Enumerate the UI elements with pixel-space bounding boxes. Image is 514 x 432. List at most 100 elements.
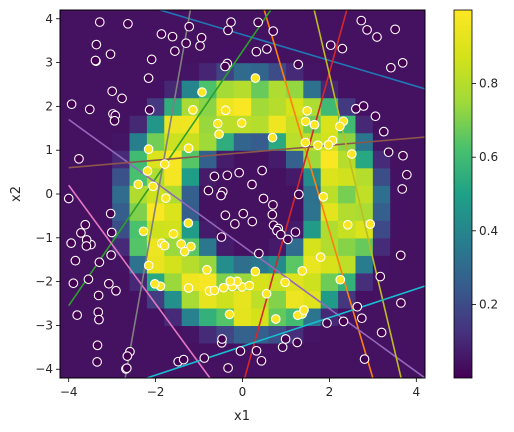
heatmap-cell (164, 62, 183, 81)
heatmap-cell (181, 167, 200, 186)
heatmap-cell (233, 325, 252, 344)
data-point (267, 209, 278, 220)
heatmap-cell (129, 97, 148, 116)
heatmap-cell (268, 80, 287, 99)
heatmap-cell (146, 290, 165, 309)
heatmap-cell (199, 150, 218, 169)
data-point (323, 139, 334, 150)
y-tick-label: 4 (45, 12, 53, 26)
heatmap-cell (268, 115, 287, 134)
data-point (209, 285, 220, 296)
data-point (397, 57, 408, 68)
data-point (83, 274, 94, 285)
heatmap-cell (233, 150, 252, 169)
heatmap-cell (355, 115, 374, 134)
heatmap-cell (372, 202, 391, 221)
heatmap-cell (164, 307, 183, 327)
heatmap-cell (77, 62, 96, 81)
plot-area (60, 10, 425, 378)
data-point (216, 190, 226, 201)
heatmap-cell (407, 290, 425, 309)
heatmap-cell (407, 360, 425, 378)
heatmap-cell (355, 272, 374, 291)
x-tick-label: 2 (326, 385, 334, 399)
heatmap-cell (94, 325, 113, 344)
heatmap-cell (94, 62, 113, 81)
heatmap-cell (338, 10, 357, 29)
heatmap-cell (338, 202, 357, 221)
data-point (356, 313, 367, 324)
heatmap-cell (60, 62, 78, 81)
y-tick-label: −3 (35, 318, 53, 332)
heatmap-cell (268, 290, 287, 309)
data-point (292, 337, 303, 348)
heatmap-cell (303, 290, 322, 309)
heatmap-cell (60, 45, 78, 64)
data-point (214, 129, 224, 140)
heatmap-cell (94, 167, 113, 186)
heatmap-cell (199, 307, 218, 327)
data-point (196, 32, 207, 43)
data-point (184, 21, 195, 32)
heatmap-cell (407, 97, 425, 116)
heatmap-cell (407, 185, 425, 204)
heatmap-cell (320, 360, 339, 378)
data-point (224, 309, 235, 320)
heatmap-cell (251, 80, 270, 99)
heatmap-cell (285, 360, 304, 378)
heatmap-cell (129, 202, 148, 221)
heatmap-cell (146, 342, 165, 362)
heatmap-cell (372, 80, 391, 99)
heatmap-cell (407, 10, 425, 29)
data-point (178, 354, 189, 365)
data-point (84, 104, 95, 115)
data-point (309, 119, 320, 130)
heatmap-cell (251, 360, 270, 378)
heatmap-cell (390, 220, 409, 239)
heatmap-cell (60, 342, 78, 362)
data-point (81, 241, 92, 251)
data-point (170, 46, 180, 56)
heatmap-cell (129, 307, 148, 327)
heatmap-cell (216, 115, 235, 134)
heatmap-cell (320, 237, 339, 256)
colorbar-tick-label: 0.6 (479, 150, 498, 164)
x-tick-label: 4 (412, 385, 420, 399)
data-point (225, 276, 236, 287)
heatmap-cell (112, 167, 131, 186)
heatmap-cell (303, 360, 322, 378)
y-tick-label: 1 (45, 143, 53, 157)
heatmap-cell (407, 132, 425, 151)
y-axis-label: x2 (9, 186, 24, 202)
heatmap-cell (60, 360, 78, 378)
data-point (258, 193, 269, 204)
y-tick-label: 3 (45, 56, 53, 70)
data-point (315, 252, 326, 262)
data-point (280, 277, 290, 288)
data-point (121, 363, 132, 374)
heatmap-cell (320, 342, 339, 362)
heatmap-cell (303, 272, 322, 291)
heatmap-cell (268, 10, 287, 29)
data-point (277, 342, 288, 353)
data-point (103, 278, 114, 289)
heatmap-cell (285, 202, 304, 221)
heatmap-cell (355, 185, 374, 204)
x-tick-label: −4 (60, 385, 78, 399)
heatmap-cell (129, 185, 148, 204)
data-point (138, 226, 149, 237)
heatmap-cell (372, 360, 391, 378)
heatmap-cell (320, 272, 339, 291)
heatmap-cell (303, 80, 322, 99)
heatmap-cell (251, 272, 270, 291)
heatmap-cell (303, 27, 322, 46)
data-point (183, 283, 194, 293)
heatmap-cell (60, 202, 78, 221)
y-tick-label: −2 (35, 275, 53, 289)
data-point (322, 318, 332, 328)
data-point (270, 314, 281, 324)
data-point (251, 46, 262, 57)
heatmap-cell (338, 342, 357, 362)
heatmap-cell (181, 290, 200, 309)
heatmap-cell (77, 255, 96, 274)
